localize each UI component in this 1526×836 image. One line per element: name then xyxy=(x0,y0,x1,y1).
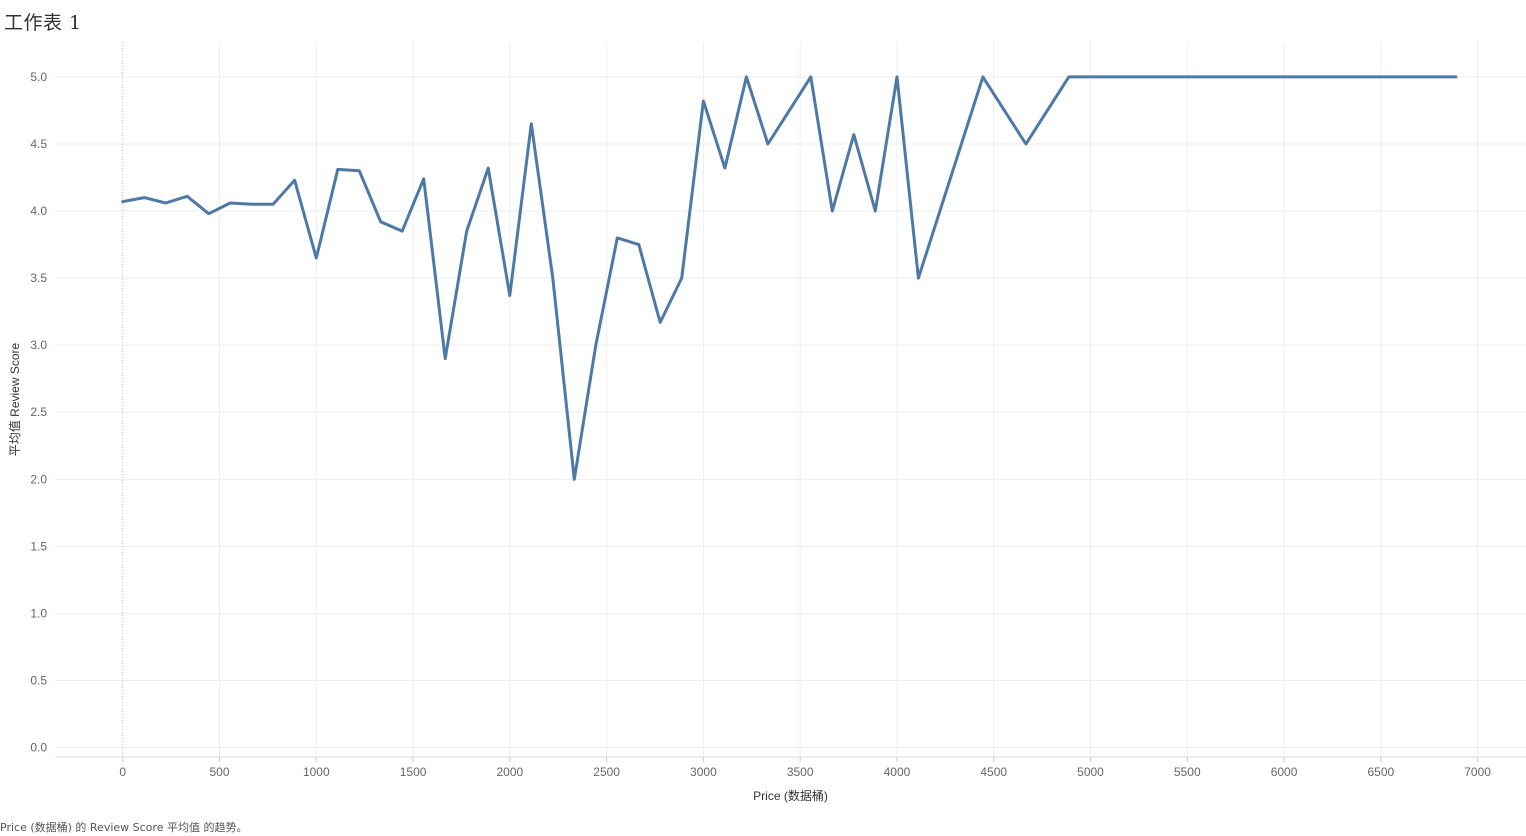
x-tick-label: 1000 xyxy=(303,765,330,779)
x-axis-title: Price (数据桶) xyxy=(753,788,828,803)
y-tick-label: 1.5 xyxy=(30,539,47,553)
x-tick-label: 6000 xyxy=(1271,765,1298,779)
series-line xyxy=(121,75,1458,481)
x-tick-label: 6500 xyxy=(1367,765,1394,779)
x-tick-label: 500 xyxy=(210,765,230,779)
x-tick-label: 3000 xyxy=(690,765,717,779)
y-tick-label: 2.5 xyxy=(30,405,47,419)
y-tick-label: 5.0 xyxy=(30,70,47,84)
x-tick-label: 0 xyxy=(119,765,126,779)
x-tick-label: 4500 xyxy=(980,765,1007,779)
y-tick-label: 4.5 xyxy=(30,137,47,151)
series-lines xyxy=(121,75,1458,481)
chart-caption: Price (数据桶) 的 Review Score 平均值 的趋势。 xyxy=(0,821,248,834)
x-tick-label: 5500 xyxy=(1174,765,1201,779)
grid-lines xyxy=(55,42,1526,762)
y-tick-label: 3.5 xyxy=(30,271,47,285)
x-tick-label: 4000 xyxy=(884,765,911,779)
x-tick-label: 5000 xyxy=(1077,765,1104,779)
y-tick-label: 3.0 xyxy=(30,338,47,352)
y-axis-title: 平均值 Review Score xyxy=(7,342,22,456)
y-tick-label: 2.0 xyxy=(30,472,47,486)
y-tick-label: 0.5 xyxy=(30,674,47,688)
sheet-title: 工作表 1 xyxy=(4,12,82,34)
y-tick-label: 1.0 xyxy=(30,606,47,620)
y-tick-label: 4.0 xyxy=(30,204,47,218)
x-tick-label: 1500 xyxy=(400,765,427,779)
x-tick-label: 3500 xyxy=(787,765,814,779)
x-tick-label: 7000 xyxy=(1464,765,1491,779)
y-tick-label: 0.0 xyxy=(30,741,47,755)
x-tick-label: 2500 xyxy=(593,765,620,779)
axis-ticks: 0.0 0.5 1.0 1.5 2.0 2.5 3.0 3.5 4.0 4.5 5.0 0 500 100… xyxy=(30,70,1491,779)
x-tick-label: 2000 xyxy=(496,765,523,779)
